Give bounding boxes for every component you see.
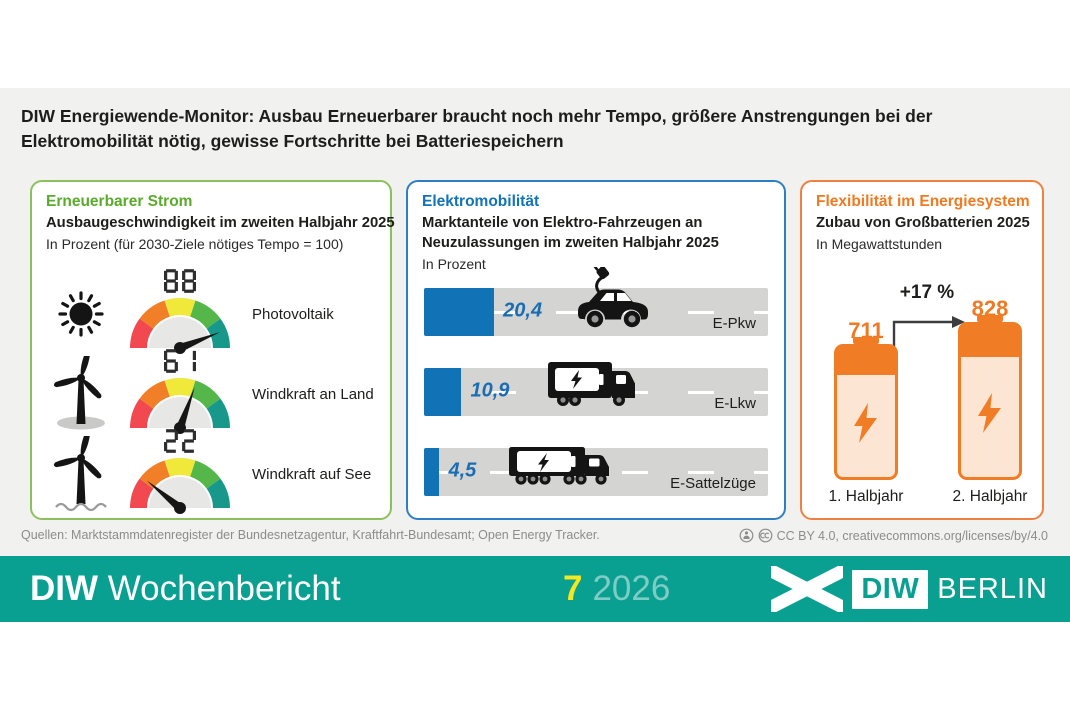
- panel-renewables: Erneuerbarer Strom Ausbaugeschwindigkeit…: [30, 180, 395, 520]
- panel-renewables-header: Erneuerbarer Strom Ausbaugeschwindigkeit…: [46, 192, 395, 253]
- gauge-rows: Photovoltaik: [40, 269, 382, 514]
- bar-label-epkw: E-Pkw: [712, 315, 756, 332]
- battery-h2: [958, 315, 1022, 480]
- bar-row-elkw: 10,9 E-Lkw: [424, 362, 768, 416]
- e-truck-icon: [547, 359, 638, 414]
- bar-fill-esattelzuege: [424, 448, 440, 496]
- gauge-photovoltaik: [122, 269, 238, 359]
- bar-row-epkw: 20,4 E-Pkw: [424, 261, 768, 336]
- gauge-dial-wind-offshore: [128, 454, 232, 519]
- gauge-label-wind-offshore: Windkraft auf See: [252, 465, 372, 483]
- cc-icon: [758, 528, 772, 543]
- source-note: Quellen: Marktstammdatenregister der Bun…: [21, 528, 600, 542]
- e-car-icon: [576, 261, 658, 334]
- issue-info: 7 2026: [563, 569, 670, 609]
- lightning-bolt-icon: [854, 402, 877, 443]
- bar-value-elkw: 10,9: [470, 379, 510, 402]
- issue-number: 7: [563, 569, 583, 608]
- license-text: CC BY 4.0, creativecommons.org/licenses/…: [776, 528, 1048, 543]
- bar-label-esattelzuege: E-Sattelzüge: [670, 475, 756, 492]
- gauge-label-photovoltaik: Photovoltaik: [252, 305, 334, 323]
- bar-value-esattelzuege: 4,5: [448, 459, 477, 482]
- panel-emobility-subtitle: Marktanteile von Elektro-Fahrzeugen an N…: [422, 215, 719, 252]
- gauge-row-wind-onshore: Windkraft an Land: [40, 349, 382, 434]
- battery-terminal: [977, 315, 1003, 322]
- panel-emobility-heading: Elektromobilität: [422, 193, 540, 210]
- panel-emobility-header: Elektromobilität Marktanteile von Elektr…: [422, 192, 772, 272]
- panel-emobility: Elektromobilität Marktanteile von Elektr…: [406, 180, 786, 520]
- battery-label-h1: 1. Halbjahr: [828, 488, 904, 505]
- infographic-title: DIW Energiewende-Monitor: Ausbau Erneuer…: [21, 106, 933, 152]
- diw-logo-city: BERLIN: [937, 572, 1048, 605]
- diw-logo-mark-icon: [771, 566, 844, 612]
- panel-flexibility-header: Flexibilität im Energiesystem Zubau von …: [816, 192, 1030, 252]
- e-semitruck-icon: [509, 442, 621, 493]
- issue-year: 2026: [592, 569, 671, 608]
- publication-title: DIW Wochenbericht: [30, 569, 341, 609]
- panel-flexibility-unit: In Megawattstunden: [816, 236, 943, 253]
- gauge-value-wind-onshore: [164, 349, 196, 373]
- panel-renewables-heading: Erneuerbarer Strom: [46, 193, 193, 210]
- gauge-row-wind-offshore: Windkraft auf See: [40, 429, 382, 514]
- publication-title-diw: DIW: [30, 569, 99, 608]
- bar-label-elkw: E-Lkw: [714, 395, 756, 412]
- lightning-bolt-icon: [978, 393, 1001, 434]
- panel-flexibility: Flexibilität im Energiesystem Zubau von …: [800, 180, 1044, 520]
- battery-terminal: [853, 337, 879, 345]
- battery-label-h2: 2. Halbjahr: [952, 488, 1028, 505]
- increase-arrow-icon: [892, 316, 965, 354]
- panel-flexibility-heading: Flexibilität im Energiesystem: [816, 193, 1030, 210]
- gauge-dial-photovoltaik: [128, 294, 232, 359]
- bar-row-esattelzuege: 4,5 E-Sattelzüge: [424, 447, 768, 496]
- panel-flexibility-subtitle: Zubau von Großbatterien 2025: [816, 215, 1030, 232]
- gauge-wind-onshore: [122, 349, 238, 439]
- battery-change-label: +17 %: [899, 282, 955, 303]
- panel-renewables-subtitle: Ausbaugeschwindigkeit im zweiten Halbjah…: [46, 215, 395, 232]
- gauge-row-photovoltaik: Photovoltaik: [40, 269, 382, 354]
- gauge-dial-wind-onshore: [128, 374, 232, 439]
- license-note: CC BY 4.0, creativecommons.org/licenses/…: [739, 528, 1048, 543]
- battery-cap: [837, 347, 895, 375]
- cc-by-person-icon: [739, 528, 753, 543]
- wind-turbine-offshore-icon: [40, 436, 122, 512]
- diw-berlin-logo: DIW BERLIN: [771, 566, 1048, 612]
- gauge-value-wind-offshore: [164, 429, 196, 453]
- diw-logo-box: DIW: [852, 569, 929, 609]
- sun-icon: [40, 287, 122, 341]
- publication-title-rest: Wochenbericht: [107, 569, 341, 608]
- battery-cap: [961, 325, 1019, 357]
- bar-fill-elkw: [424, 368, 462, 416]
- footer-band: DIW Wochenbericht 7 2026 DIW BERLIN: [0, 556, 1070, 622]
- bar-fill-epkw: [424, 288, 495, 336]
- bar-value-epkw: 20,4: [503, 299, 543, 322]
- panel-renewables-unit: In Prozent (für 2030-Ziele nötiges Tempo…: [46, 236, 344, 253]
- gauge-label-wind-onshore: Windkraft an Land: [252, 385, 374, 403]
- gauge-value-photovoltaik: [164, 269, 196, 293]
- wind-turbine-onshore-icon: [40, 356, 122, 432]
- battery-h1: [834, 337, 898, 480]
- gauge-wind-offshore: [122, 429, 238, 519]
- panel-emobility-unit: In Prozent: [422, 256, 486, 273]
